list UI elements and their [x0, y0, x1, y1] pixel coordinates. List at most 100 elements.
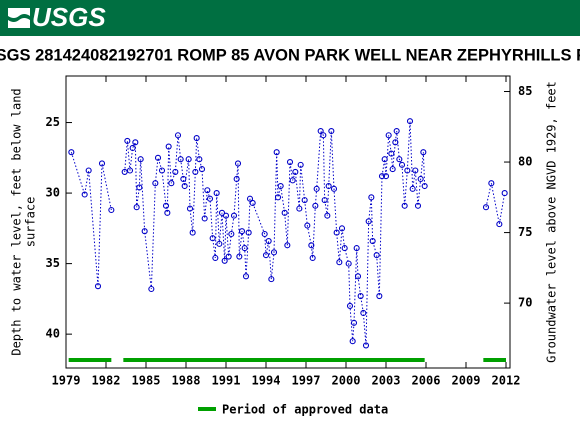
data-point	[174, 132, 182, 139]
y-axis-label: surface	[24, 197, 38, 248]
data-point	[324, 212, 331, 219]
logo-icon	[8, 8, 30, 28]
data-point	[392, 139, 399, 146]
data-point	[162, 202, 170, 209]
data-point	[501, 190, 508, 197]
y-tick-label: 30	[46, 186, 60, 200]
y2-tick-label: 70	[518, 296, 532, 310]
x-tick-label: 1994	[252, 374, 281, 388]
data-point	[289, 177, 296, 184]
data-point	[349, 338, 356, 345]
data-point	[362, 342, 370, 349]
data-point	[313, 185, 320, 192]
data-point	[158, 167, 166, 174]
data-point	[345, 260, 352, 267]
data-line	[70, 152, 112, 287]
approved-period	[483, 358, 506, 362]
data-point	[249, 199, 256, 207]
data-point	[346, 302, 354, 309]
data-point	[381, 156, 388, 163]
data-point	[496, 221, 503, 228]
data-point	[297, 161, 304, 168]
data-point	[417, 175, 424, 183]
data-point	[230, 212, 238, 219]
data-point	[353, 245, 360, 252]
data-point	[357, 293, 364, 300]
x-tick-label: 2006	[412, 374, 441, 388]
x-tick-label: 1982	[92, 374, 121, 388]
data-point	[245, 229, 252, 236]
x-tick-label: 2003	[372, 374, 401, 388]
x-tick-label: 1979	[52, 374, 81, 388]
data-point	[81, 191, 88, 198]
data-point	[292, 168, 299, 175]
chart-title: USGS 281424082192701 ROMP 85 AVON PARK W…	[0, 46, 580, 64]
data-point	[241, 245, 248, 252]
data-point	[132, 139, 139, 146]
data-point	[368, 194, 375, 201]
data-point	[192, 168, 199, 175]
data-point	[350, 319, 358, 326]
data-point	[482, 204, 490, 211]
data-point	[376, 293, 383, 300]
data-point	[354, 273, 362, 280]
y2-axis-label: Groundwater level above NGVD 1929, feet	[545, 81, 559, 363]
data-point	[201, 215, 208, 222]
x-tick-label: 1997	[292, 374, 321, 388]
data-point	[304, 222, 311, 229]
data-point	[273, 149, 280, 156]
approved-period	[123, 358, 425, 362]
data-point	[365, 218, 372, 225]
y-tick-label: 35	[46, 256, 60, 270]
data-point	[261, 230, 268, 238]
data-point	[141, 228, 148, 235]
x-tick-label: 2000	[332, 374, 361, 388]
legend-label: Period of approved data	[222, 403, 388, 417]
data-point	[320, 132, 327, 139]
x-tick-label: 1988	[172, 374, 201, 388]
data-point	[388, 150, 395, 157]
data-point	[341, 245, 348, 252]
data-point	[180, 175, 187, 183]
data-point	[373, 252, 380, 259]
data-point	[378, 173, 386, 180]
data-point	[398, 161, 406, 168]
x-tick-label: 2009	[452, 374, 481, 388]
data-point	[404, 167, 411, 174]
data-point	[222, 212, 230, 219]
data-point	[246, 195, 254, 202]
data-point	[126, 167, 134, 174]
data-point	[185, 156, 192, 163]
data-point	[198, 166, 206, 173]
data-point	[333, 229, 340, 236]
header-banner	[0, 0, 580, 36]
data-point	[262, 252, 270, 259]
data-point	[164, 209, 171, 216]
data-point	[206, 195, 214, 202]
data-point	[274, 194, 282, 201]
data-point	[124, 137, 131, 144]
data-point	[281, 209, 288, 216]
data-point	[286, 158, 294, 166]
data-point	[338, 225, 346, 232]
data-point	[85, 167, 92, 174]
data-point	[172, 168, 179, 175]
data-point	[228, 230, 235, 238]
data-point	[360, 309, 367, 317]
data-point	[242, 273, 250, 280]
data-point	[414, 202, 422, 209]
data-point	[133, 204, 140, 211]
data-point	[196, 156, 203, 163]
data-point	[234, 160, 242, 167]
data-point	[325, 182, 332, 190]
data-point	[177, 156, 184, 163]
data-point	[108, 206, 115, 214]
data-point	[406, 118, 414, 125]
logo-text: USGS	[32, 2, 106, 32]
data-point	[213, 190, 220, 197]
data-point	[233, 175, 240, 183]
data-point	[181, 182, 188, 190]
data-point	[193, 135, 200, 142]
data-point	[369, 237, 376, 245]
